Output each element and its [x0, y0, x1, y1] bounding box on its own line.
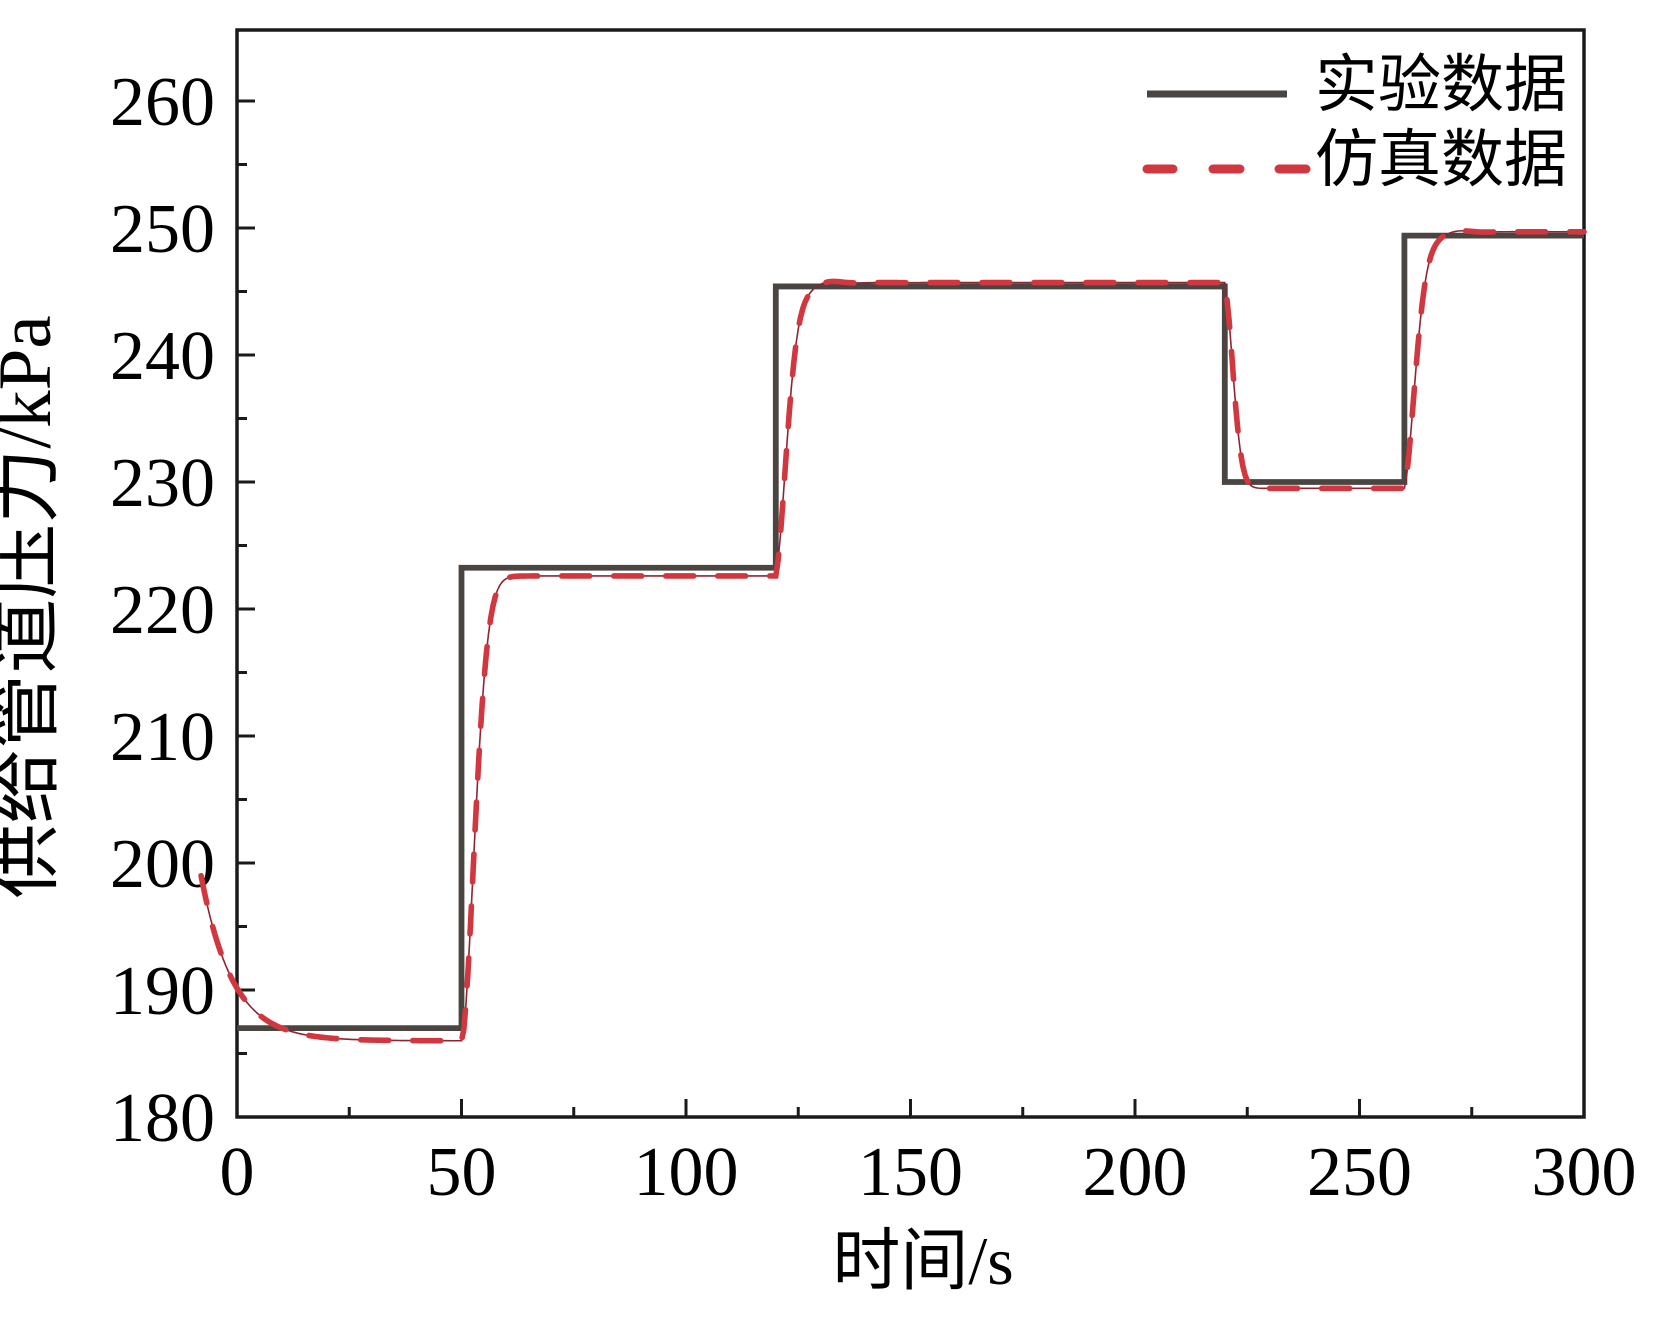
- svg-text:180: 180: [110, 1080, 215, 1157]
- svg-text:50: 50: [427, 1134, 497, 1211]
- svg-text:仿真数据: 仿真数据: [1315, 125, 1567, 195]
- svg-text:230: 230: [110, 445, 215, 522]
- svg-text:220: 220: [110, 572, 215, 649]
- svg-text:200: 200: [110, 826, 215, 903]
- svg-text:260: 260: [110, 64, 215, 141]
- svg-text:200: 200: [1083, 1134, 1188, 1211]
- svg-text:190: 190: [110, 953, 215, 1030]
- svg-text:实验数据: 实验数据: [1315, 50, 1567, 120]
- svg-text:250: 250: [1307, 1134, 1412, 1211]
- svg-text:150: 150: [858, 1134, 963, 1211]
- svg-text:210: 210: [110, 699, 215, 776]
- svg-text:时间/s: 时间/s: [832, 1223, 1013, 1299]
- svg-text:240: 240: [110, 318, 215, 395]
- svg-text:300: 300: [1532, 1134, 1637, 1211]
- svg-text:100: 100: [634, 1134, 739, 1211]
- svg-text:250: 250: [110, 191, 215, 268]
- svg-text:0: 0: [220, 1134, 255, 1211]
- svg-text:供给管道压力/kPa: 供给管道压力/kPa: [0, 315, 67, 898]
